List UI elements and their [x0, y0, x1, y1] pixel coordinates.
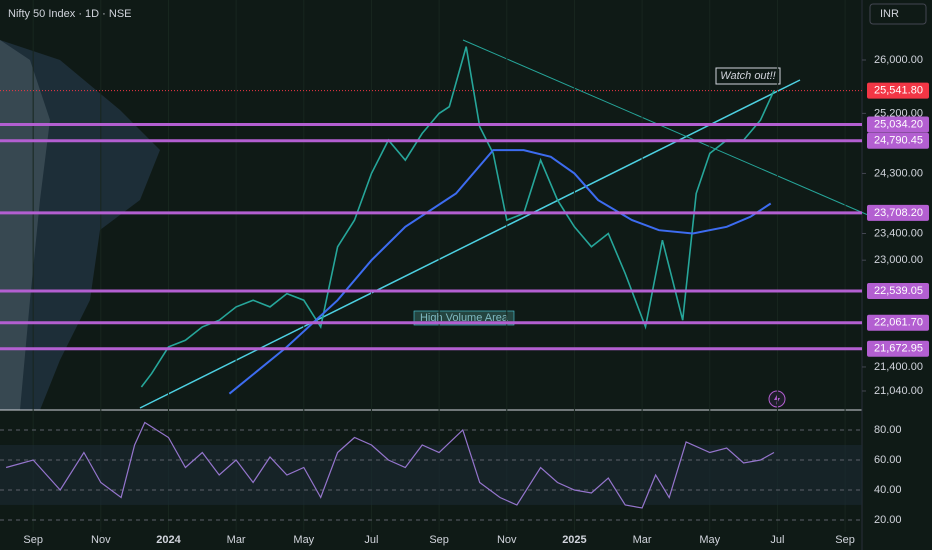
annotation: High Volume Area	[420, 312, 509, 324]
x-tick-label: Sep	[835, 534, 855, 546]
x-tick-label: Mar	[633, 534, 652, 546]
level-label: 21,672.95	[874, 343, 923, 355]
rsi-line	[5, 421, 775, 509]
x-tick-label: Jul	[770, 534, 784, 546]
currency: INR	[880, 8, 899, 20]
y-tick-label: 21,040.00	[874, 385, 923, 397]
x-tick-label: Mar	[227, 534, 246, 546]
y-tick-label: 26,000.00	[874, 54, 923, 66]
rsi-band	[0, 444, 862, 505]
rsi-tick-label: 40.00	[874, 484, 902, 496]
annotation-box	[715, 67, 781, 85]
y-tick-label: 23,400.00	[874, 227, 923, 239]
currency-box[interactable]	[869, 3, 927, 25]
level-label: 25,034.20	[874, 118, 923, 130]
annotation: Watch out!!	[720, 70, 775, 82]
trend-line	[462, 39, 869, 216]
rsi-tick-label: 20.00	[874, 514, 902, 526]
volume-profile	[0, 40, 50, 410]
rsi-tick-label: 80.00	[874, 424, 902, 436]
level-label-box	[867, 340, 929, 357]
level-label: 24,790.45	[874, 135, 923, 147]
x-tick-label: Jul	[364, 534, 378, 546]
x-tick-label: Nov	[91, 534, 111, 546]
level-label: 22,539.05	[874, 285, 923, 297]
level-label-box	[867, 82, 929, 99]
price-line	[140, 46, 775, 388]
y-tick-label: 25,200.00	[874, 107, 923, 119]
trend-line	[139, 79, 801, 409]
x-tick-label: May	[293, 534, 314, 546]
level-label: 25,541.80	[874, 84, 923, 96]
x-tick-label: May	[699, 534, 720, 546]
y-tick-label: 21,400.00	[874, 361, 923, 373]
x-tick-label: Nov	[497, 534, 517, 546]
chart-title: Nifty 50 Index · 1D · NSE	[8, 8, 132, 20]
level-label-box	[867, 282, 929, 299]
x-tick-label: 2024	[156, 534, 181, 546]
level-label-box	[867, 314, 929, 331]
x-tick-label: 2025	[562, 534, 586, 546]
level-label-box	[867, 116, 929, 133]
x-tick-label: Sep	[429, 534, 449, 546]
price-line	[228, 149, 772, 395]
level-label: 22,061.70	[874, 317, 923, 329]
rsi-tick-label: 60.00	[874, 454, 902, 466]
level-label: 23,708.20	[874, 207, 923, 219]
y-tick-label: 24,300.00	[874, 167, 923, 179]
x-tick-label: Sep	[23, 534, 43, 546]
y-tick-label: 23,000.00	[874, 254, 923, 266]
level-label-box	[867, 132, 929, 149]
level-label-box	[867, 204, 929, 221]
